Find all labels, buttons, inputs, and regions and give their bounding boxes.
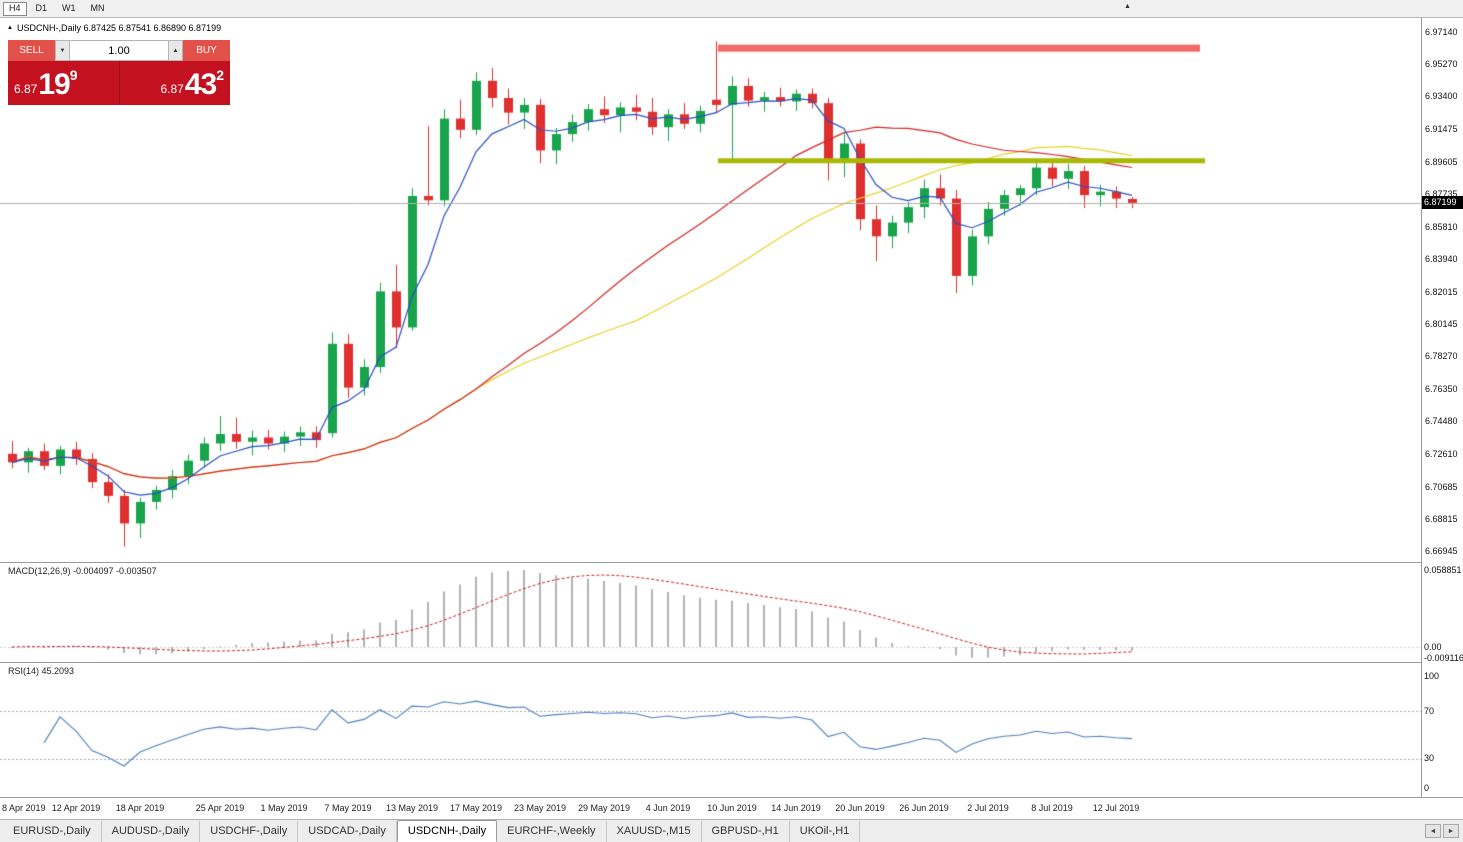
- date-axis-label: 12 Jul 2019: [1092, 803, 1140, 813]
- volume-increase-button[interactable]: ▲: [168, 40, 183, 61]
- period-button-w1[interactable]: W1: [56, 2, 82, 16]
- price-scale-label: 6.76350: [1425, 384, 1458, 395]
- indicator-scale-label: -0.009116: [1424, 653, 1463, 663]
- date-axis-label: 1 May 2019: [260, 803, 308, 813]
- date-axis-label: 12 Apr 2019: [51, 803, 101, 813]
- price-scale-label: 6.72610: [1425, 448, 1458, 459]
- date-axis-label: 4 Jun 2019: [645, 803, 691, 813]
- current-price-badge: 6.87199: [1422, 195, 1463, 209]
- chart-ohlc-title: ▲ USDCNH-,Daily 6.87425 6.87541 6.86890 …: [7, 23, 221, 33]
- tabs-scroll-left-button[interactable]: ◄: [1425, 824, 1441, 838]
- period-button-mn[interactable]: MN: [85, 2, 111, 16]
- buy-button[interactable]: BUY: [183, 40, 230, 61]
- price-scale-label: 6.68815: [1425, 513, 1458, 524]
- chart-tab-usdcnh-daily[interactable]: USDCNH-,Daily: [396, 820, 498, 842]
- volume-input[interactable]: [70, 40, 168, 61]
- toolbar-collapse-icon[interactable]: ▲: [1124, 3, 1131, 10]
- date-axis-label: 26 Jun 2019: [899, 803, 949, 813]
- price-scale[interactable]: 6.87199 6.97140 6.95270 6.93400 6.91475 6.89…: [1421, 18, 1463, 797]
- chart-tab-xauusd-m15[interactable]: XAUUSD-,M15: [607, 821, 702, 842]
- price-scale-label: 6.66945: [1425, 546, 1458, 556]
- period-toolbar: H4 D1 W1 MN ▲: [0, 0, 1463, 18]
- price-scale-label: 6.80145: [1425, 319, 1458, 330]
- date-axis-label: 14 Jun 2019: [771, 803, 821, 813]
- indicator-scale-label: 0.058851: [1424, 565, 1462, 575]
- chart-title-text: USDCNH-,Daily 6.87425 6.87541 6.86890 6.…: [16, 23, 222, 33]
- chart-tab-gbpusd-h1[interactable]: GBPUSD-,H1: [702, 821, 790, 842]
- period-button-d1[interactable]: D1: [30, 2, 54, 16]
- bid-ask-display: 6.87 19 9 6.87 43 2: [8, 61, 230, 105]
- price-scale-label: 6.91475: [1425, 124, 1458, 135]
- period-button-h4[interactable]: H4: [3, 1, 27, 16]
- price-chart-canvas[interactable]: [0, 18, 1421, 562]
- price-scale-label: 6.83940: [1425, 253, 1458, 264]
- symbol-marker-icon: ▲: [7, 25, 13, 31]
- chart-tabbar: EURUSD-,Daily AUDUSD-,Daily USDCHF-,Daily U…: [0, 819, 1463, 842]
- buy-price-pip: 2: [216, 67, 224, 83]
- indicator-scale-label: 0.00: [1424, 642, 1442, 652]
- price-scale-label: 6.82015: [1425, 286, 1458, 297]
- rsi-label: RSI(14) 45.2093: [8, 666, 75, 676]
- buy-price-display[interactable]: 6.87 43 2: [118, 61, 231, 105]
- indicator-scale-label: 100: [1424, 671, 1440, 681]
- price-scale-label: 6.93400: [1425, 91, 1458, 102]
- price-scale-label: 6.78270: [1425, 351, 1458, 362]
- date-axis-label: 23 May 2019: [513, 803, 567, 813]
- buy-price-prefix: 6.87: [160, 82, 184, 96]
- price-scale-label: 6.70685: [1425, 481, 1458, 492]
- sell-price-pip: 9: [69, 67, 78, 83]
- panel-separator: [0, 662, 1463, 663]
- price-scale-label: 6.87735: [1425, 188, 1458, 199]
- date-axis-label: 8 Apr 2019: [2, 803, 46, 813]
- macd-label: MACD(12,26,9) -0.004097 -0.003507: [8, 566, 157, 576]
- date-axis-label: 29 May 2019: [577, 803, 631, 813]
- indicator-scale-label: 70: [1424, 706, 1435, 716]
- chart-tab-eurchf-weekly[interactable]: EURCHF-,Weekly: [497, 821, 607, 842]
- price-scale-label: 6.89605: [1425, 156, 1458, 167]
- sell-button[interactable]: SELL: [8, 40, 55, 61]
- volume-decrease-button[interactable]: ▼: [55, 40, 70, 61]
- rsi-panel-canvas[interactable]: [0, 663, 1421, 797]
- date-axis-label: 10 Jun 2019: [707, 803, 757, 813]
- date-axis-label: 17 May 2019: [449, 803, 503, 813]
- indicator-scale-label: 30: [1424, 753, 1435, 763]
- macd-panel-canvas[interactable]: [0, 563, 1421, 662]
- chart-tab-audusd-daily[interactable]: AUDUSD-,Daily: [102, 821, 201, 842]
- date-axis-label: 13 May 2019: [385, 803, 439, 813]
- price-scale-label: 6.97140: [1425, 27, 1458, 37]
- indicator-scale-label: 0: [1424, 783, 1430, 793]
- tabs-scroll-right-button[interactable]: ►: [1443, 824, 1459, 838]
- chart-tab-ukoil-h1[interactable]: UKOil-,H1: [790, 821, 861, 842]
- chart-tab-usdchf-daily[interactable]: USDCHF-,Daily: [200, 821, 299, 842]
- sell-price-main: 19: [38, 68, 70, 101]
- date-axis-label: 2 Jul 2019: [967, 803, 1009, 813]
- time-scale[interactable]: 8 Apr 2019 12 Apr 2019 18 Apr 2019 25 Apr 2…: [0, 797, 1463, 819]
- buy-price-main: 43: [184, 68, 217, 101]
- chart-tab-usdcad-daily[interactable]: USDCAD-,Daily: [298, 821, 397, 842]
- price-scale-label: 6.95270: [1425, 59, 1458, 70]
- tabbar-scroll-controls: ◄ ►: [1425, 824, 1463, 838]
- price-scale-label: 6.74480: [1425, 416, 1458, 427]
- date-axis-label: 20 Jun 2019: [835, 803, 885, 813]
- date-axis-label: 18 Apr 2019: [115, 803, 165, 813]
- date-axis-label: 8 Jul 2019: [1031, 803, 1073, 813]
- date-axis-label: 25 Apr 2019: [195, 803, 245, 813]
- panel-separator: [0, 562, 1463, 563]
- sell-price-prefix: 6.87: [14, 82, 38, 96]
- sell-price-display[interactable]: 6.87 19 9: [8, 61, 119, 105]
- chart-tab-eurusd-daily[interactable]: EURUSD-,Daily: [3, 821, 102, 842]
- date-axis-label: 7 May 2019: [324, 803, 372, 813]
- price-scale-label: 6.85810: [1425, 221, 1458, 232]
